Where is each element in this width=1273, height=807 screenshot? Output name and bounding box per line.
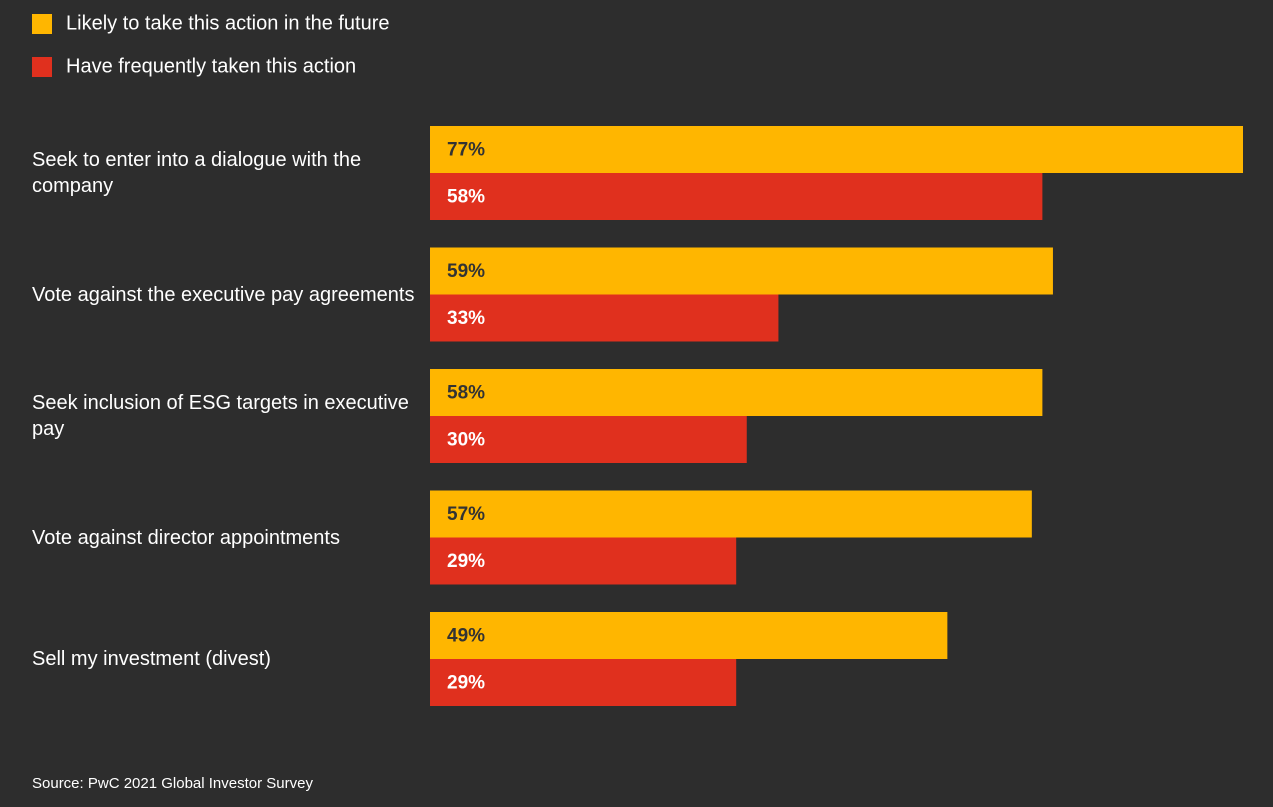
bar bbox=[430, 490, 1032, 538]
source: Source: PwC 2021 Global Investor Survey bbox=[32, 775, 313, 792]
value-label: 29% bbox=[447, 551, 485, 572]
bar bbox=[430, 173, 1043, 220]
bar bbox=[430, 416, 747, 463]
legend-swatch bbox=[32, 57, 52, 77]
bar bbox=[430, 247, 1053, 295]
value-label: 77% bbox=[447, 140, 485, 161]
value-label: 57% bbox=[447, 504, 485, 525]
bar bbox=[430, 294, 779, 342]
value-label: 29% bbox=[447, 673, 485, 694]
value-label: 59% bbox=[447, 261, 485, 282]
legend-label: Have frequently taken this action bbox=[66, 55, 356, 77]
value-label: 58% bbox=[447, 187, 485, 208]
value-label: 30% bbox=[447, 430, 485, 451]
value-label: 49% bbox=[447, 626, 485, 647]
bar bbox=[430, 537, 737, 585]
legend-label: Likely to take this action in the future bbox=[66, 12, 390, 34]
category-label: Seek to enter into a dialogue with the c… bbox=[32, 149, 362, 197]
category-label: Vote against director appointments bbox=[32, 526, 340, 549]
legend-swatch bbox=[32, 14, 52, 34]
category-label: Sell my investment (divest) bbox=[32, 648, 271, 670]
value-label: 33% bbox=[447, 308, 485, 329]
bar bbox=[430, 659, 737, 706]
category-label: Seek inclusion of ESG targets in executi… bbox=[32, 392, 409, 440]
value-label: 58% bbox=[447, 383, 485, 404]
bar bbox=[430, 369, 1043, 416]
bar bbox=[430, 612, 948, 659]
category-label: Vote against the executive pay agreement… bbox=[32, 283, 415, 306]
bar bbox=[430, 126, 1243, 173]
